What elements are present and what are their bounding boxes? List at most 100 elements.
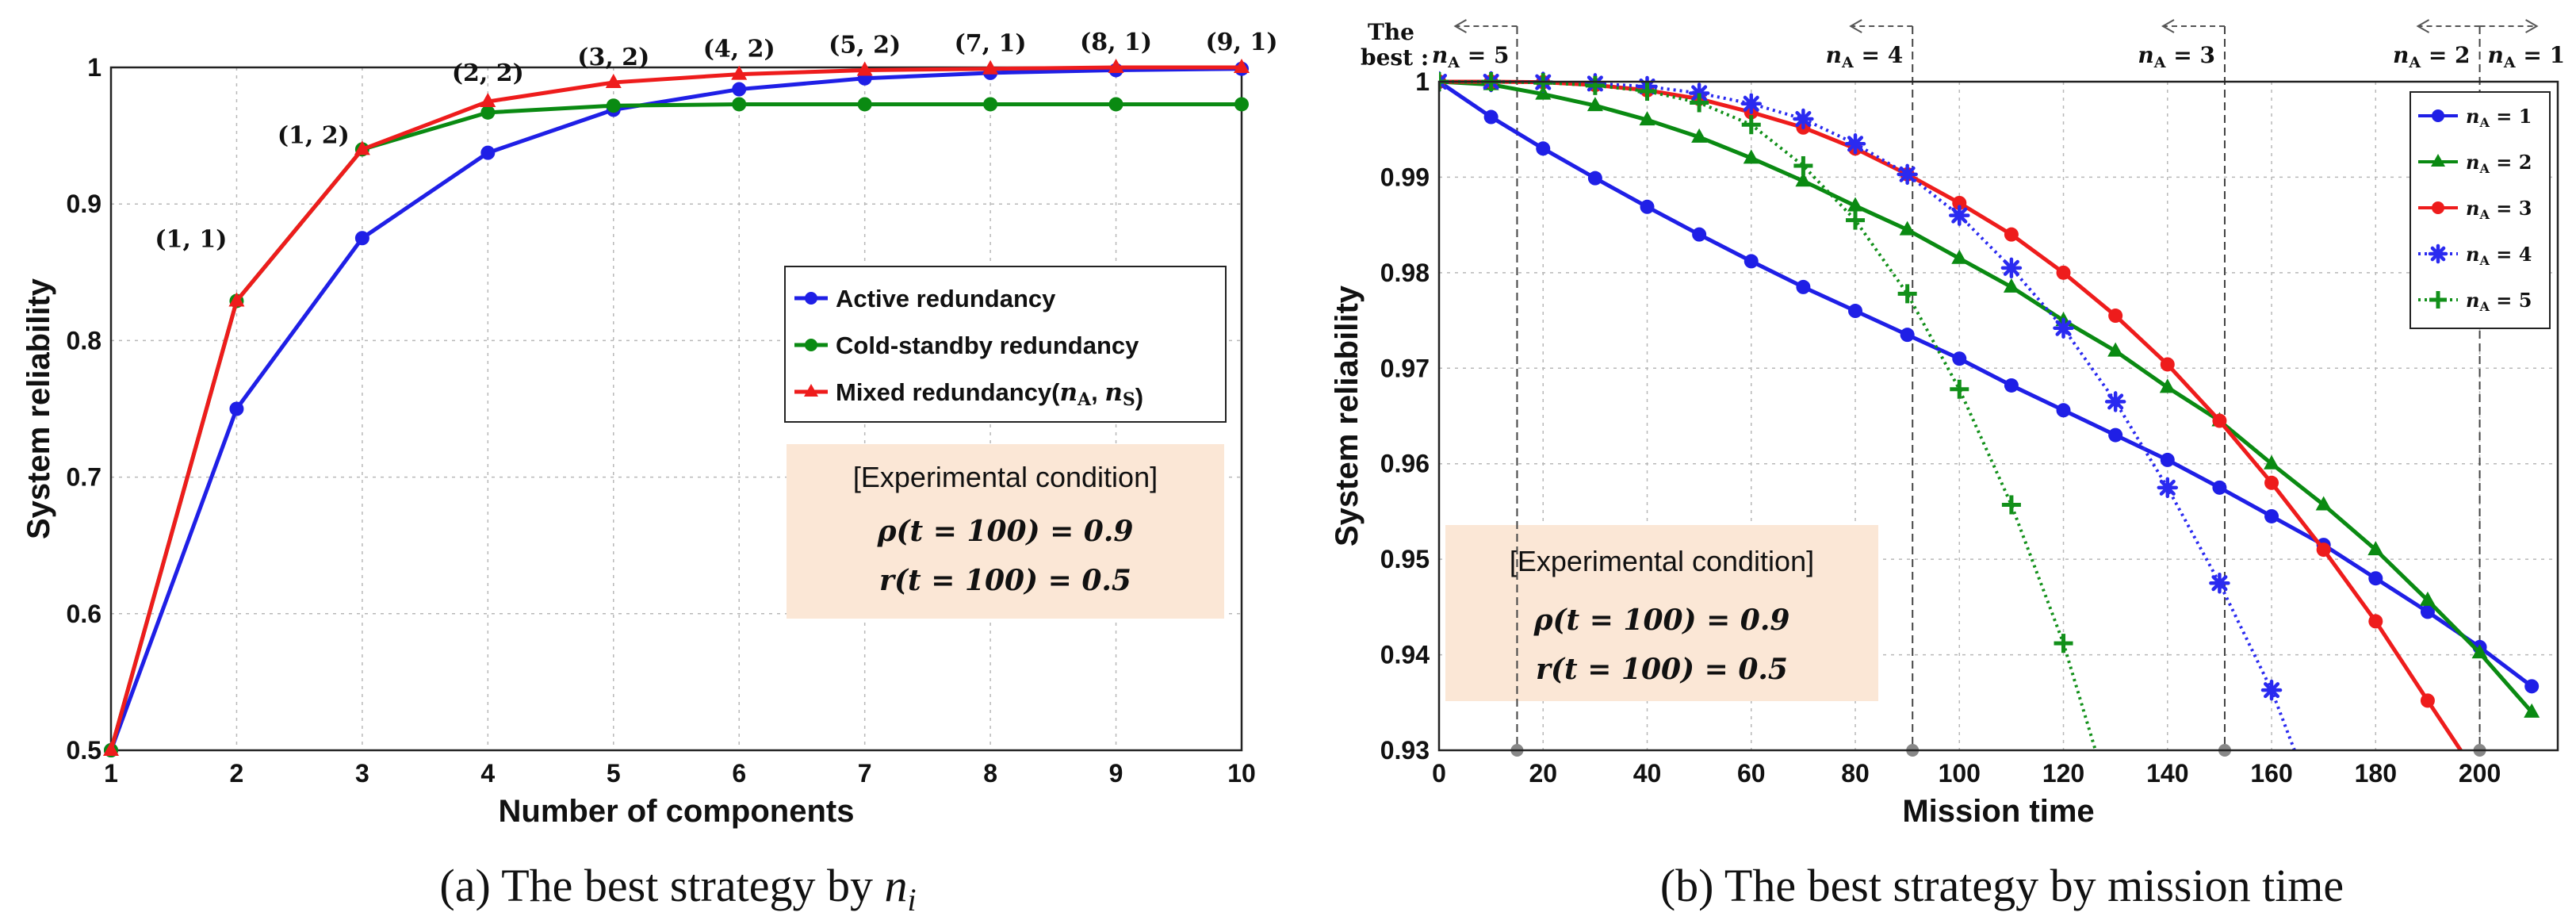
y-tick-label: 0.9 [67,190,101,218]
point-annotation: (4, 2) [703,36,775,63]
plot-frame [1437,80,2559,752]
data-point-stroke [2107,393,2124,410]
legend-math-sep: , [1091,378,1104,406]
legend-swatch-marker [2429,291,2447,309]
y-tick-label: 1 [1415,67,1430,96]
data-point [2264,475,2279,490]
data-point-stroke [1439,79,1448,90]
data-point [1949,205,1970,226]
region-label-value: = 2 [2421,42,2470,68]
legend-swatch-marker [805,339,817,351]
data-point [2316,542,2331,558]
data-point [1951,249,1968,264]
data-point [2524,703,2540,718]
data-point [2367,541,2384,556]
x-tick-label: 140 [2146,759,2188,788]
legend-label: Mixed redundancy(nA, nS) [836,378,1143,411]
data-point [1846,210,1866,230]
region-label-value: = 1 [2516,42,2565,68]
data-point-stroke [2003,259,2019,276]
series-line [109,102,1242,751]
caption-a: (a) The best strategy by ni [439,860,916,918]
data-point [1741,115,1761,135]
y-axis-label: System reliability [21,278,56,539]
data-point [2104,391,2126,412]
data-point [2212,413,2227,428]
data-point [1483,109,1499,125]
data-point-stroke [1847,136,1864,152]
condition-line: r(t = 100) = 0.5 [1536,653,1788,686]
data-point [1743,254,1759,269]
point-annotation: (3, 2) [577,44,649,71]
series-group [1439,71,2540,750]
legend-text: Active redundancy [836,285,1056,312]
region-arrow-head [1453,19,1467,33]
data-point [2471,644,2488,659]
region-label-sub: A [2153,54,2166,71]
legend-sub: A [2478,253,2490,268]
data-point [1108,97,1123,112]
data-point-stroke [1951,207,1968,224]
y-tick-label: 0.6 [67,600,101,628]
region-label-sub: A [2408,54,2421,71]
data-point [1897,163,1918,186]
data-point [2108,427,2123,443]
data-point [1950,379,1969,399]
data-point [2004,227,2019,242]
x-tick-label: 3 [355,759,369,788]
caption-a-sub: i [907,882,916,918]
data-point [2368,571,2383,586]
data-point [1793,108,1814,130]
legend-label: nA = 3 [2466,197,2532,222]
region-arrow-head [2161,19,2175,33]
point-annotation: (7, 1) [955,30,1027,58]
region-label-value: = 5 [1460,42,1509,68]
legend-var: n [2466,151,2479,174]
x-tick-label: 100 [1939,759,1981,788]
data-point [1848,304,1863,319]
legend-swatch-marker [2432,109,2444,122]
x-tick-label: 80 [1841,759,1870,788]
data-point [2001,495,2021,515]
data-point [856,61,873,76]
data-point [1691,128,1708,143]
caption-a-var: n [884,860,907,911]
data-point [480,93,496,108]
legend-text: = 4 [2490,243,2532,266]
series-line [1439,80,2297,750]
legend-sub: A [2478,299,2490,314]
data-point [2056,403,2071,418]
legend-label: nA = 2 [2466,151,2532,176]
y-tick-label: 1 [87,53,101,82]
data-point [605,73,622,88]
data-point [2157,477,2179,499]
legend-label: nA = 1 [2466,105,2532,130]
data-point [1795,172,1812,187]
legend-swatch-marker [804,384,818,397]
data-point [1793,155,1813,175]
series-line [109,67,1242,751]
legend-swatch-marker-stroke [2430,246,2446,262]
data-point [1234,97,1249,112]
data-point [1234,59,1250,73]
region-arrow-head [2416,19,2430,33]
data-point [2107,342,2124,357]
data-point [1900,328,1915,343]
data-point [1899,220,1916,236]
data-point [2160,357,2175,372]
data-point [2420,604,2435,619]
data-point-stroke [1743,95,1759,112]
chart-b-reliability-vs-mission-time: 0 20 40 60 80 100 120 140 160 180 200 0.93 0.94 0.95 0… [1330,19,2565,829]
condition-line: ρ(t = 100) = 0.9 [877,515,1134,548]
plot-frame [109,66,1243,752]
y-axis-label: System reliability [1330,285,1365,546]
region-label: nA = 2 [2393,42,2471,71]
data-point [1952,351,1967,366]
data-point [2056,265,2071,280]
data-point [1688,82,1710,104]
data-point-stroke [1439,73,1448,85]
legend-text-suffix: ) [1135,383,1143,411]
y-tick-label: 0.94 [1380,641,1430,669]
data-point [983,97,998,112]
legend-sub: A [2478,161,2490,176]
